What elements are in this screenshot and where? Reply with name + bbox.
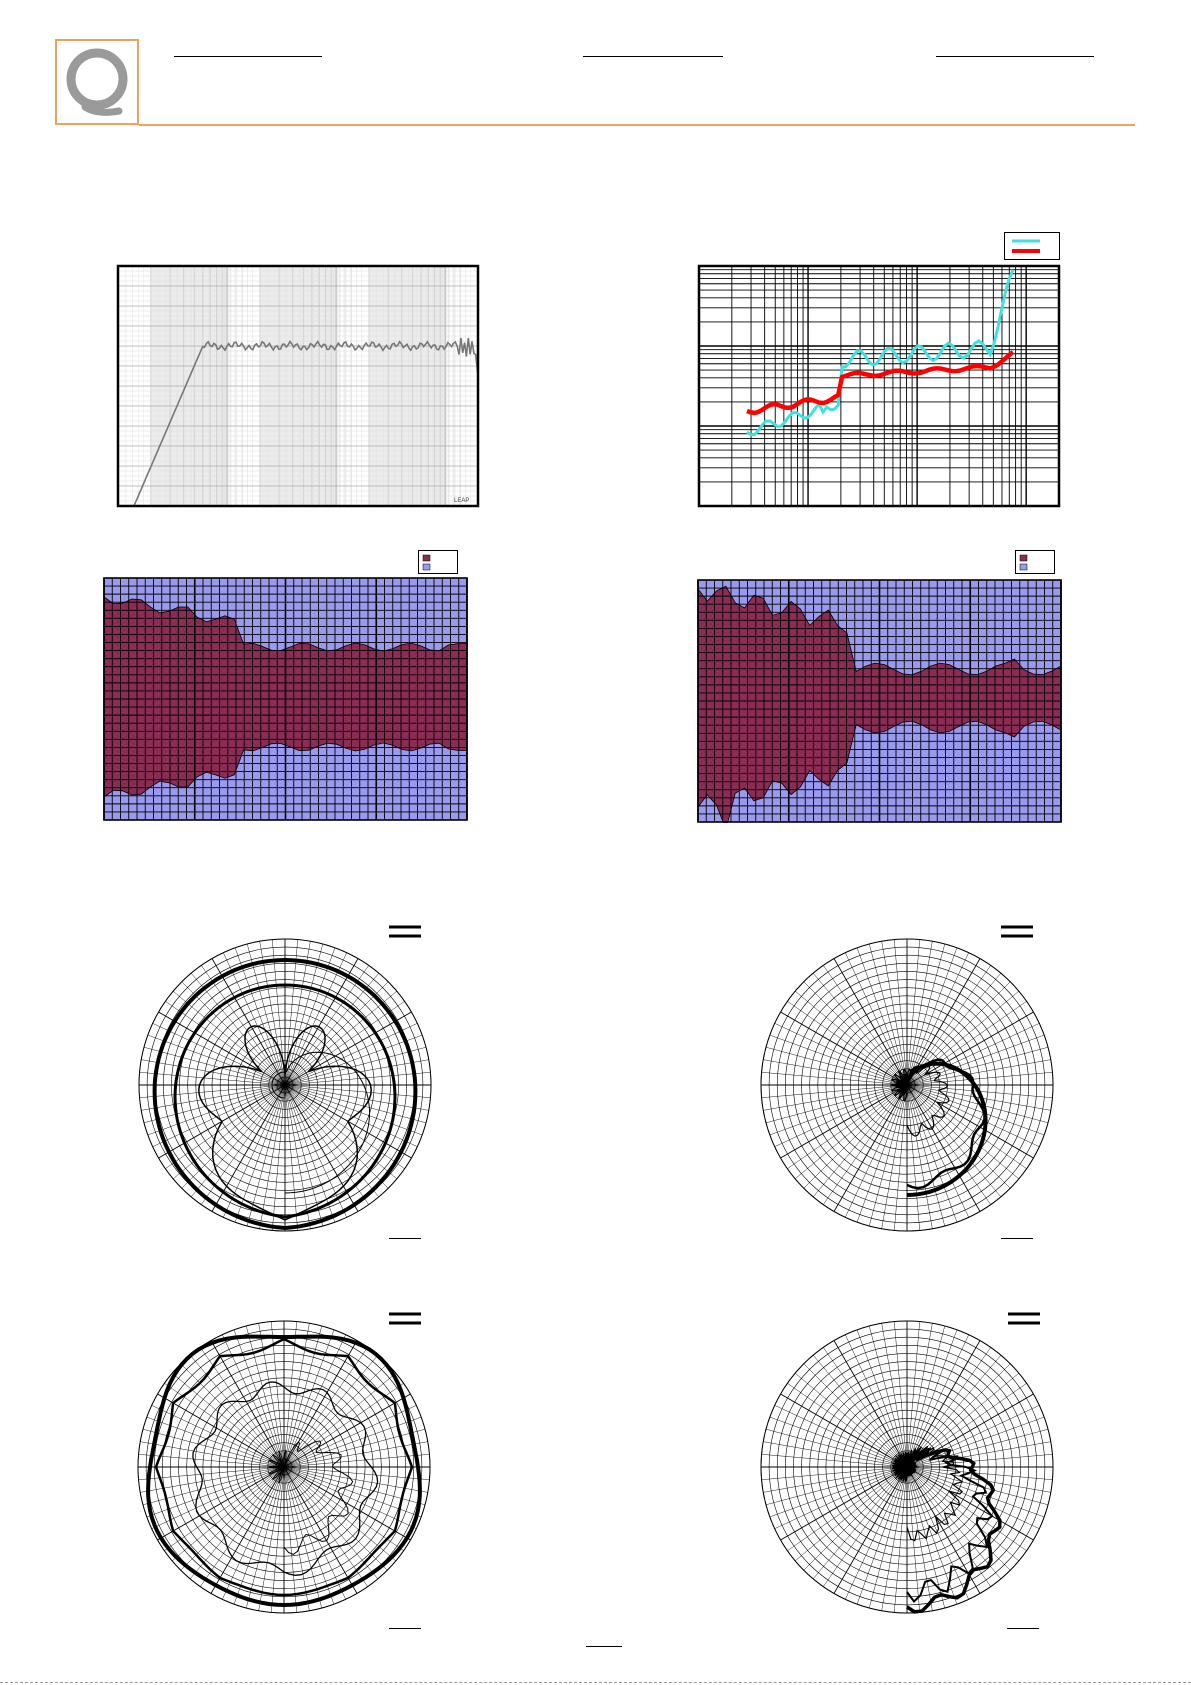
distortion-chart: [697, 264, 1061, 508]
header-field-line-3: [936, 56, 1094, 57]
polar-legend-mark-3: [388, 1312, 422, 1326]
polar-legend-mark-4: [1007, 1312, 1041, 1326]
legend-swatch-blue: [422, 563, 431, 571]
distortion-series-cyan: [746, 269, 1015, 437]
q-logo-icon: [66, 48, 128, 116]
page-number-line: [586, 1646, 622, 1647]
polar-legend-mark-1: [388, 925, 422, 939]
polar-chart-bottom-left: [134, 1317, 434, 1617]
polar-caption-line-1: [389, 1238, 421, 1239]
legend-swatch-maroon: [1019, 554, 1028, 562]
beamwidth-vertical-legend: [1015, 550, 1055, 574]
polar-legend-mark-2: [1000, 925, 1034, 939]
beamwidth-vertical-chart: [697, 579, 1062, 823]
polar-chart-top-left: [135, 935, 435, 1235]
company-logo: [55, 39, 139, 125]
polar-caption-line-2: [1001, 1238, 1033, 1239]
distortion-legend: [1004, 232, 1060, 260]
polar-caption-line-4: [1007, 1628, 1039, 1629]
legend-swatch-blue: [1019, 563, 1028, 571]
distortion-series-red: [746, 350, 1015, 416]
beamwidth-horizontal-legend: [418, 550, 458, 574]
polar-chart-bottom-right: [757, 1317, 1057, 1617]
page-bottom-border: [0, 1682, 1191, 1683]
header-field-line-1: [174, 56, 322, 57]
header-field-line-2: [583, 56, 723, 57]
svg-text:LEAP: LEAP: [454, 498, 469, 504]
legend-swatch-maroon: [422, 554, 431, 562]
polar-caption-line-3: [389, 1628, 421, 1629]
header-rule: [139, 124, 1135, 126]
polar-chart-top-right: [757, 935, 1057, 1235]
frequency-response-chart: LEAP: [116, 264, 480, 508]
beamwidth-horizontal-chart: [103, 577, 468, 821]
